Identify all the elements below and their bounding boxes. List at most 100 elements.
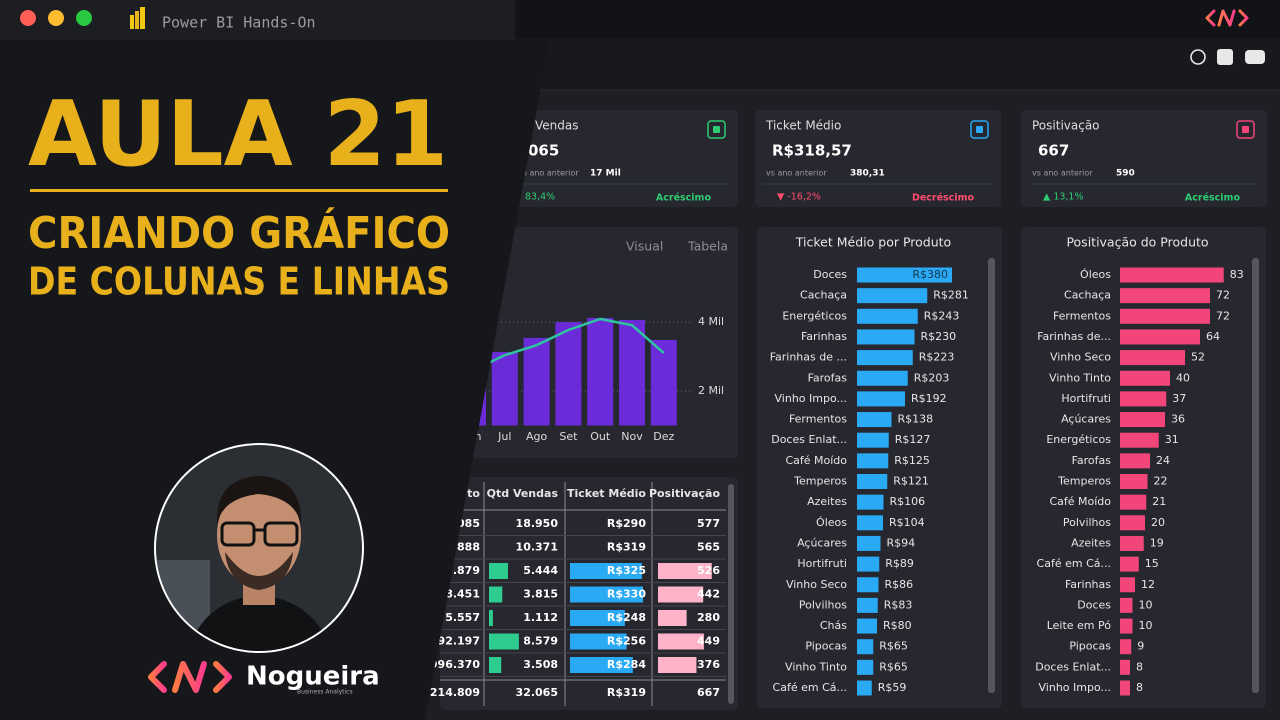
bar: [1120, 350, 1185, 366]
category-label: Temperos: [793, 475, 847, 488]
data-bar: [658, 657, 697, 673]
category-label: Leite em Pó: [1047, 619, 1112, 632]
category-label: Polvilhos: [799, 598, 847, 611]
kpi-status: Acréscimo: [1185, 193, 1241, 204]
category-label: Cachaça: [1064, 289, 1111, 302]
kpi-previous: 590: [1116, 169, 1135, 179]
bar: [857, 370, 908, 386]
table-header: to: [467, 487, 480, 500]
column: [555, 322, 582, 426]
bar: [1120, 288, 1210, 304]
table-cell: R$248: [607, 611, 646, 624]
category-label: Energéticos: [782, 309, 847, 322]
value-label: 64: [1206, 330, 1220, 343]
table-cell: 3.815: [523, 588, 558, 601]
table-total: R$319: [607, 686, 646, 699]
category-label: Fermentos: [789, 413, 847, 426]
table-cell: 888: [457, 541, 480, 554]
headline-line2: DE COLUNAS E LINHAS: [28, 260, 450, 304]
value-label: R$83: [884, 598, 913, 611]
data-bar: [570, 657, 633, 673]
table-total: 32.065: [516, 686, 558, 699]
window-minimize[interactable]: [48, 10, 64, 26]
card: [1021, 110, 1267, 207]
kpi-title: Ticket Médio: [765, 119, 841, 133]
avatar: [154, 443, 364, 653]
category-label: Vinho Tinto: [785, 660, 847, 673]
value-label: R$86: [885, 578, 914, 591]
bar: [857, 308, 918, 324]
left-panel: [0, 38, 550, 720]
value-label: 40: [1176, 371, 1190, 384]
bar: [857, 329, 915, 345]
table-cell: 18.950: [516, 517, 559, 530]
value-label: 52: [1191, 351, 1205, 364]
lesson-title: AULA 21: [28, 82, 448, 187]
value-label: 22: [1154, 475, 1168, 488]
data-bar: [658, 610, 687, 626]
table-cell: 192.197: [430, 635, 480, 648]
category-label: Açúcares: [797, 536, 847, 549]
kpi-icon: [707, 120, 726, 139]
bar: [1120, 618, 1133, 634]
bar: [1120, 370, 1170, 386]
column: [587, 317, 614, 426]
headline-rule: [30, 189, 448, 192]
bar: [857, 453, 889, 469]
value-label: 15: [1145, 557, 1159, 570]
value-label: 10: [1139, 598, 1153, 611]
bar: [1120, 267, 1224, 283]
table-header: Positivação: [649, 487, 721, 500]
data-bar: [570, 586, 643, 603]
bar: [857, 515, 883, 531]
table-cell: 085: [457, 517, 480, 530]
bar: [857, 474, 888, 489]
view-tab[interactable]: Tabela: [687, 239, 728, 254]
card: [755, 110, 1001, 207]
kpi-change: ▼ -16,2%: [777, 192, 821, 203]
kpi-icon: [1236, 120, 1255, 139]
category-label: Óleos: [816, 516, 847, 529]
bar: [857, 556, 880, 572]
data-bar: [489, 657, 502, 673]
data-bar: [570, 563, 642, 579]
category-label: Hortifruti: [797, 557, 847, 570]
table-header: Ticket Médio: [567, 487, 646, 500]
y-tick-label: 4 Mil: [698, 315, 724, 328]
data-bar: [489, 586, 503, 603]
headline-line1: CRIANDO GRÁFICO: [28, 206, 450, 259]
category-label: Café Moído: [1049, 495, 1111, 508]
bar: [1120, 329, 1200, 345]
table-header: Qtd Vendas: [487, 487, 559, 500]
bar: [1120, 391, 1167, 407]
kpi-icon-glyph: [976, 126, 983, 133]
view-tab[interactable]: Visual: [626, 239, 663, 254]
window-close[interactable]: [20, 10, 36, 26]
category-label: Azeites: [1071, 536, 1111, 549]
bar: [857, 659, 874, 675]
x-tick-label: Set: [559, 430, 578, 443]
x-tick-label: n: [475, 430, 482, 443]
kpi-title: Vendas: [535, 119, 579, 133]
category-label: Energéticos: [1046, 433, 1111, 446]
category-label: Chás: [820, 619, 847, 632]
table-cell: 376: [697, 658, 720, 671]
table-cell: 280: [697, 611, 720, 624]
category-label: Vinho Seco: [786, 578, 847, 591]
data-bar: [658, 586, 704, 603]
value-label: R$192: [911, 392, 947, 405]
category-label: Café em Cá...: [1037, 557, 1111, 570]
value-label: 24: [1156, 454, 1170, 467]
value-label: 37: [1172, 392, 1186, 405]
value-label: R$104: [889, 516, 925, 529]
category-label: Café em Cá...: [773, 681, 847, 694]
value-label: 10: [1139, 619, 1153, 632]
bar: [857, 577, 879, 593]
value-label: R$121: [893, 475, 929, 488]
brand-logo: [148, 661, 232, 693]
window-maximize[interactable]: [76, 10, 92, 26]
category-label: Doces Enlat...: [771, 433, 847, 446]
scrollbar: [988, 258, 995, 693]
bar: [1120, 659, 1130, 675]
